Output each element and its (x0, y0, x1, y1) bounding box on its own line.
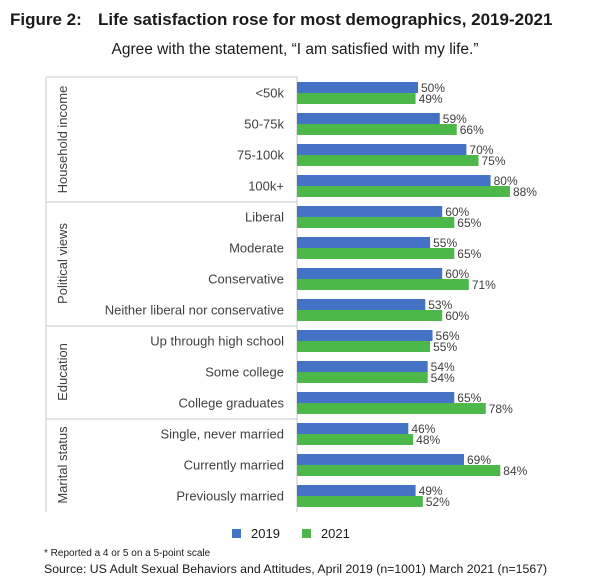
data-label-2019-single-never-married: 46% (411, 422, 435, 436)
bar-2019-100k (297, 175, 491, 186)
data-label-2019-neither-liberal-nor-conservative: 53% (428, 298, 452, 312)
data-label-2021-conservative: 71% (472, 278, 496, 292)
data-label-2021-some-college: 54% (431, 371, 455, 385)
data-label-2021-75-100k: 75% (482, 154, 506, 168)
bar-2021-neither-liberal-nor-conservative (297, 310, 443, 321)
group-label-political-views: Political views (55, 223, 70, 304)
footnote: * Reported a 4 or 5 on a 5-point scale (44, 548, 211, 559)
bar-2019-50-75k (297, 113, 440, 124)
bar-2021-moderate (297, 248, 455, 259)
category-label-75-100k: 75-100k (237, 148, 284, 163)
category-label-liberal: Liberal (245, 210, 284, 225)
category-label-single-never-married: Single, never married (160, 427, 284, 442)
category-label-college-graduates: College graduates (178, 396, 284, 411)
bar-2021-up-through-high-school (297, 341, 431, 352)
data-label-2019-some-college: 54% (431, 360, 455, 374)
bar-2019-liberal (297, 206, 443, 217)
bar-2021-conservative (297, 279, 469, 290)
source-line: Source: US Adult Sexual Behaviors and At… (44, 562, 548, 576)
data-label-2019-currently-married: 69% (467, 453, 491, 467)
data-label-2021-currently-married: 84% (503, 464, 527, 478)
bar-2019-previously-married (297, 485, 416, 496)
data-label-2019-conservative: 60% (445, 267, 469, 281)
figure-title-text: Life satisfaction rose for most demograp… (98, 10, 553, 29)
bar-2021-some-college (297, 372, 428, 383)
data-label-2021-previously-married: 52% (426, 495, 450, 509)
data-label-2019-up-through-high-school: 56% (436, 329, 460, 343)
bar-2019-moderate (297, 237, 431, 248)
bar-2021-currently-married (297, 465, 501, 476)
bar-2019-currently-married (297, 454, 464, 465)
bar-2021-75-100k (297, 155, 479, 166)
legend-label-2021: 2021 (320, 526, 350, 541)
category-label-up-through-high-school: Up through high school (150, 334, 284, 349)
figure-title: Figure 2: Life satisfaction rose for most… (10, 10, 552, 30)
bar-2021-liberal (297, 217, 455, 228)
legend-swatch-2021 (301, 529, 311, 538)
bar-2019-college-graduates (297, 392, 455, 403)
group-label-household-income: Household income (55, 86, 70, 194)
category-label-conservative: Conservative (208, 272, 284, 287)
category-label-50-75k: 50-75k (244, 117, 284, 132)
data-label-2021-college-graduates: 78% (489, 402, 513, 416)
bar-2021-single-never-married (297, 434, 414, 445)
figure-number: Figure 2: (10, 10, 82, 29)
bar-2021-college-graduates (297, 403, 486, 414)
data-label-2019-college-graduates: 65% (457, 391, 481, 405)
data-label-2021-moderate: 65% (457, 247, 481, 261)
data-label-2019-50k: 50% (421, 81, 445, 95)
bar-2021-50k (297, 93, 416, 104)
data-label-2021-single-never-married: 48% (416, 433, 440, 447)
data-label-2019-liberal: 60% (445, 205, 469, 219)
legend-item-2019: 2019 (232, 526, 280, 541)
bar-2019-75-100k (297, 144, 467, 155)
data-label-2021-50-75k: 66% (460, 123, 484, 137)
group-label-education: Education (55, 343, 70, 401)
data-label-2019-50-75k: 59% (443, 112, 467, 126)
data-label-2019-75-100k: 70% (469, 143, 493, 157)
legend-label-2019: 2019 (251, 526, 280, 541)
data-label-2019-previously-married: 49% (419, 484, 443, 498)
bar-2019-some-college (297, 361, 428, 372)
category-label-moderate: Moderate (229, 241, 284, 256)
bar-2019-conservative (297, 268, 443, 279)
bar-2021-50-75k (297, 124, 457, 135)
legend-item-2021: 2021 (301, 526, 350, 541)
category-label-currently-married: Currently married (184, 458, 284, 473)
category-label-previously-married: Previously married (176, 489, 284, 504)
bar-2021-previously-married (297, 496, 423, 507)
bar-2019-up-through-high-school (297, 330, 433, 341)
group-label-marital-status: Marital status (55, 426, 70, 504)
bar-2019-neither-liberal-nor-conservative (297, 299, 426, 310)
chart-subtitle: Agree with the statement, “I am satisfie… (111, 41, 479, 58)
bar-2019-single-never-married (297, 423, 409, 434)
data-label-2021-up-through-high-school: 55% (433, 340, 457, 354)
data-label-2021-neither-liberal-nor-conservative: 60% (445, 309, 469, 323)
bar-2021-100k (297, 186, 510, 197)
bar-2019-50k (297, 82, 418, 93)
category-label-100k: 100k+ (248, 179, 284, 194)
data-label-2019-100k: 80% (494, 174, 518, 188)
data-label-2021-50k: 49% (419, 92, 443, 106)
data-label-2019-moderate: 55% (433, 236, 457, 250)
category-label-neither-liberal-nor-conservative: Neither liberal nor conservative (105, 303, 284, 318)
data-label-2021-liberal: 65% (457, 216, 481, 230)
chart-legend: 2019 2021 (232, 526, 372, 541)
bar-chart: <50k 50%49%50-75k 59%66%75-100k 70%75%100k+… (45, 76, 537, 512)
data-label-2021-100k: 88% (513, 185, 537, 199)
legend-swatch-2019 (232, 529, 241, 538)
category-label-50k: <50k (255, 86, 284, 101)
category-label-some-college: Some college (205, 365, 284, 380)
